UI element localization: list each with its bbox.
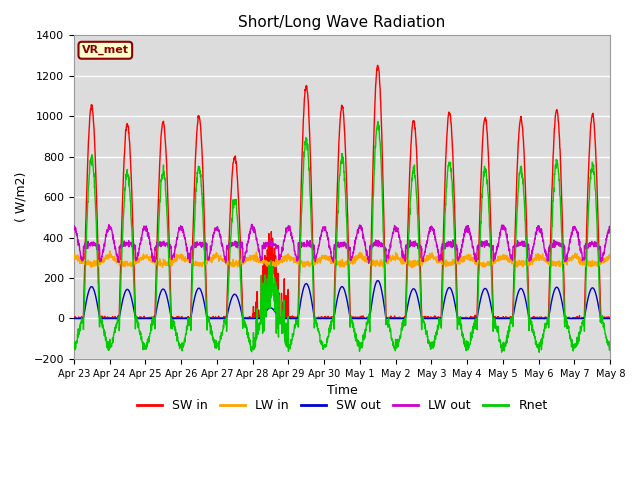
Legend: SW in, LW in, SW out, LW out, Rnet: SW in, LW in, SW out, LW out, Rnet: [131, 395, 552, 418]
Title: Short/Long Wave Radiation: Short/Long Wave Radiation: [238, 15, 445, 30]
Text: VR_met: VR_met: [82, 45, 129, 55]
Y-axis label: ( W/m2): ( W/m2): [15, 172, 28, 222]
X-axis label: Time: Time: [326, 384, 357, 397]
